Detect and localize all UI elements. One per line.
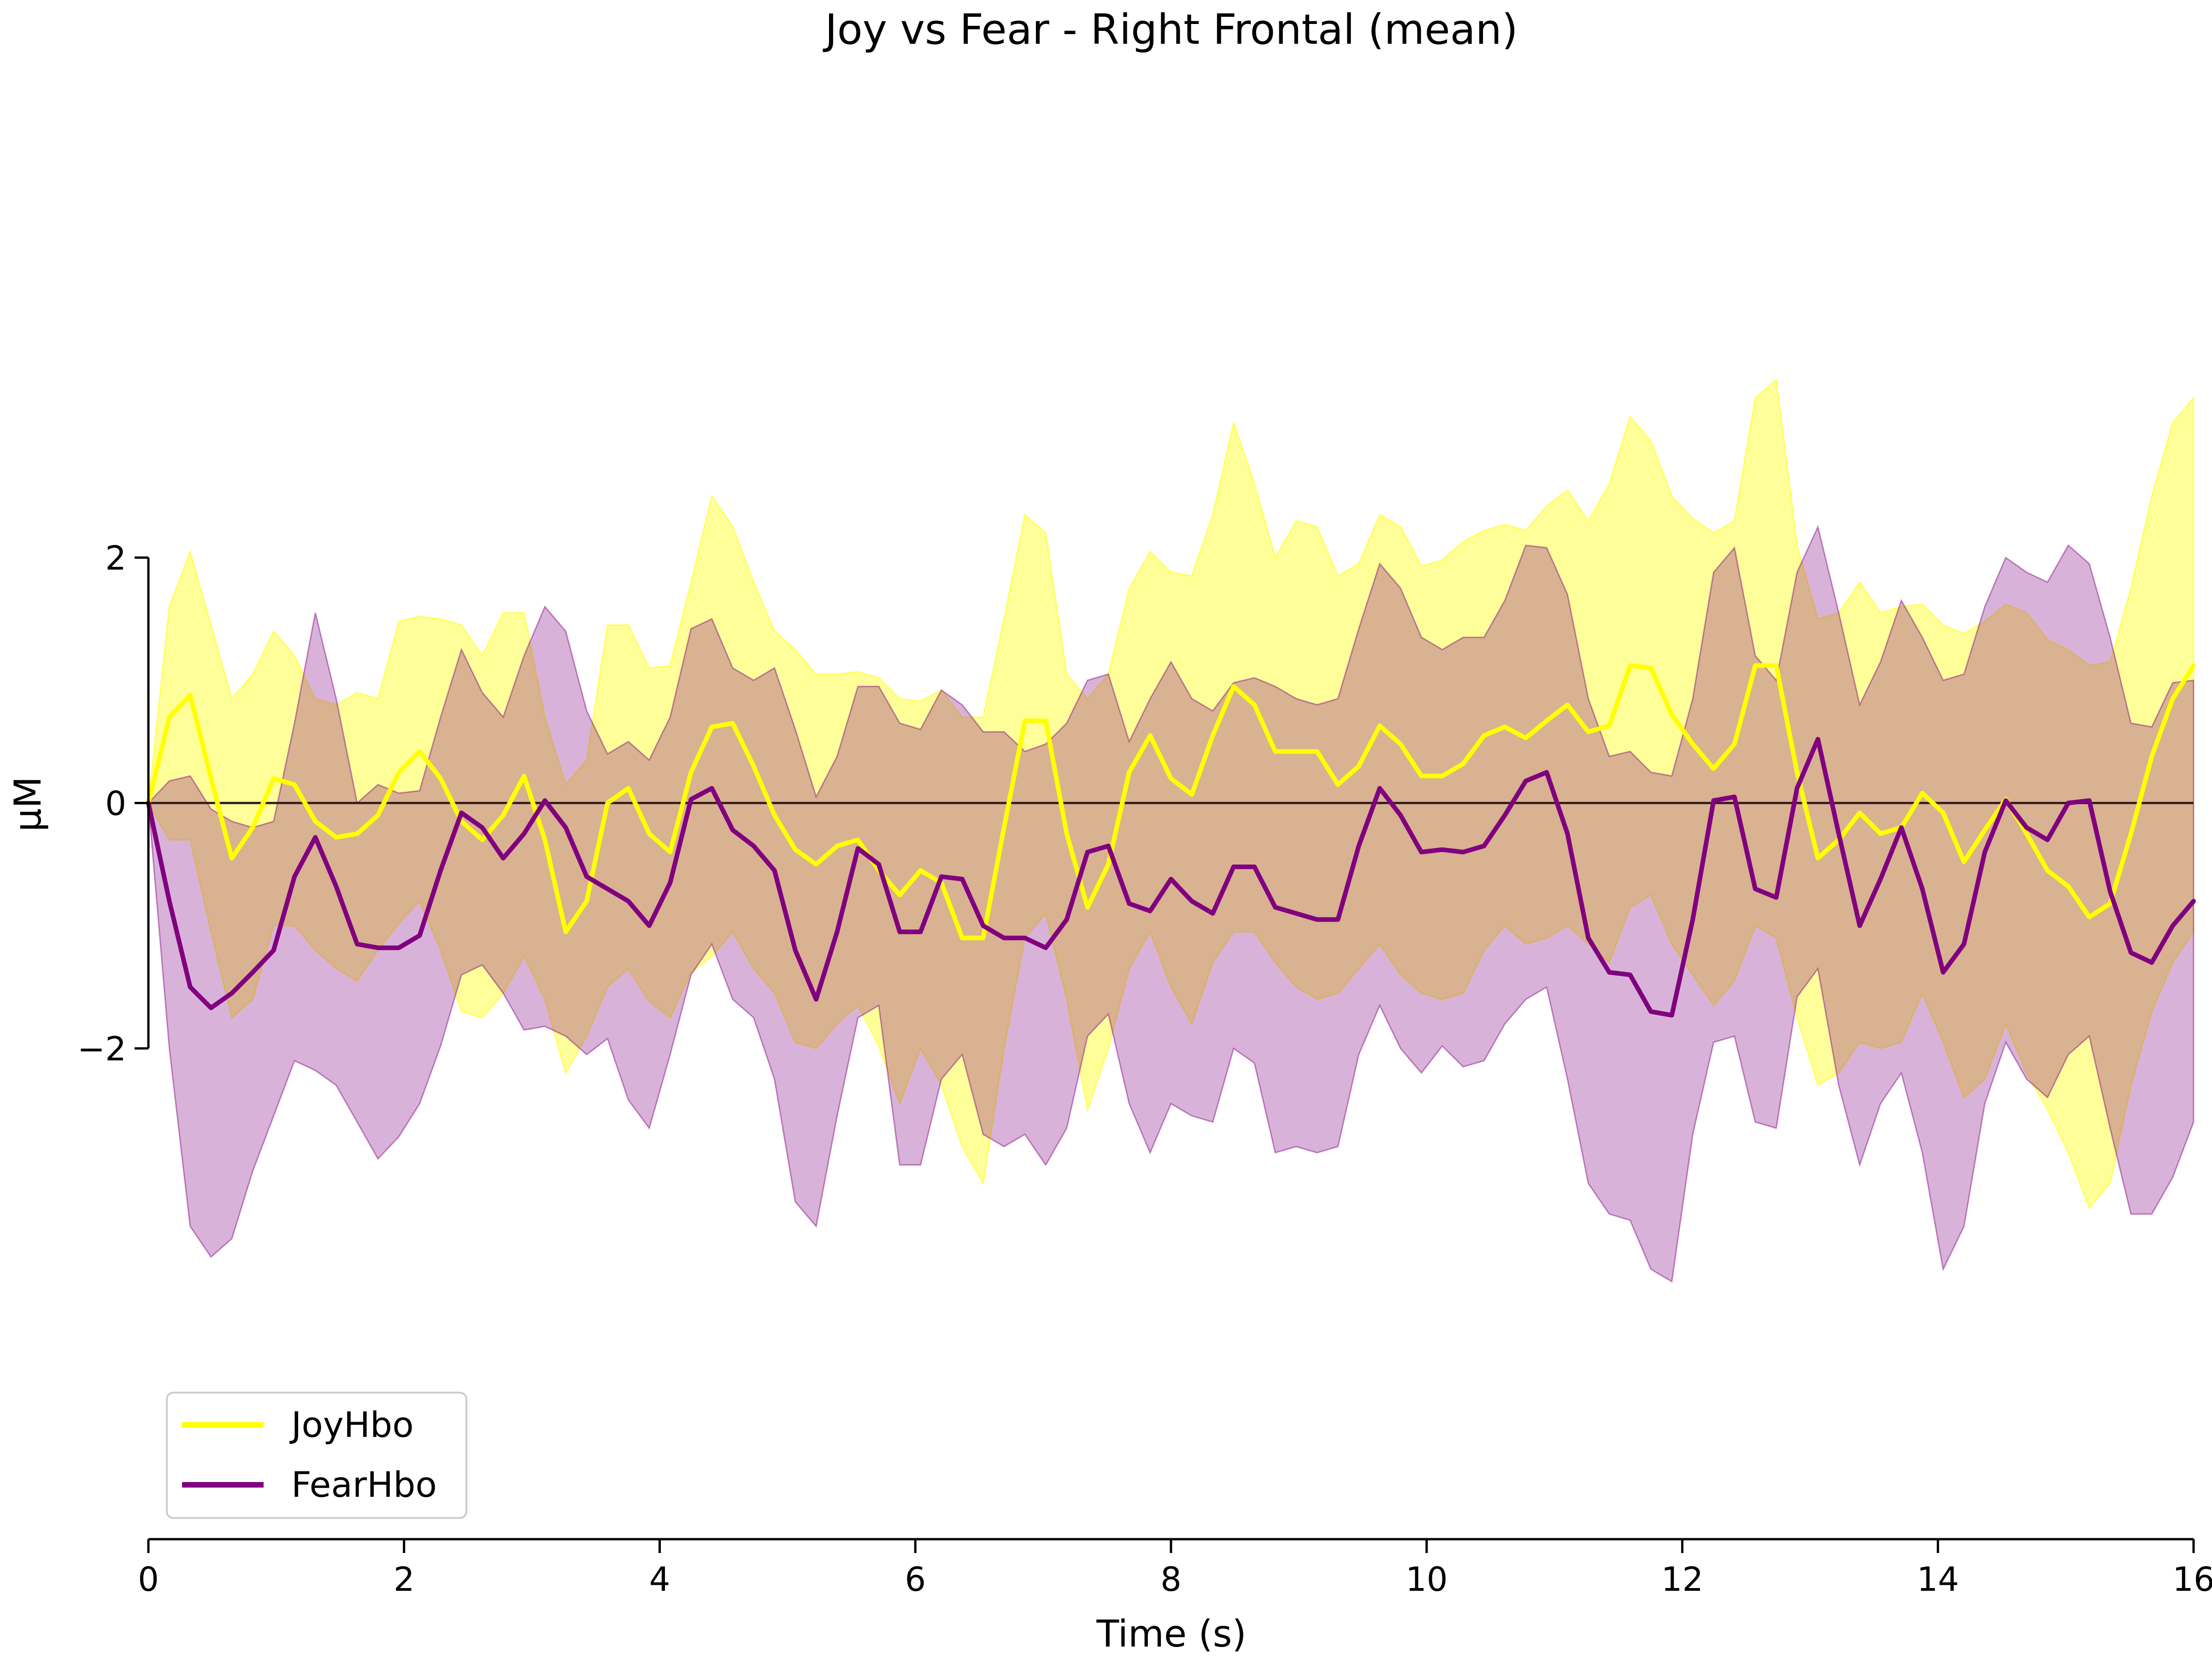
x-axis-label: Time (s) xyxy=(1096,1612,1246,1655)
y-tick-label: 2 xyxy=(105,539,126,577)
y-axis-label: µM xyxy=(6,777,49,832)
y-tick-label: 0 xyxy=(105,784,126,823)
y-tick-label: −2 xyxy=(77,1030,126,1068)
x-tick-label: 12 xyxy=(1661,1560,1704,1599)
x-tick-label: 4 xyxy=(649,1560,671,1599)
series-line-fearhbo xyxy=(146,737,2196,1018)
x-axis: 0 2 4 6 8 10 12 14 16 xyxy=(138,1538,2212,1599)
x-tick-label: 8 xyxy=(1160,1560,1182,1599)
chart-title: Joy vs Fear - Right Frontal (mean) xyxy=(823,6,1518,54)
x-tick-label: 10 xyxy=(1406,1560,1448,1599)
legend: JoyHbo FearHbo xyxy=(166,1392,467,1519)
legend-label-joyhbo: JoyHbo xyxy=(289,1404,414,1445)
series-line-joyhbo xyxy=(146,663,2196,941)
x-tick-label: 6 xyxy=(905,1560,926,1599)
x-tick-label: 2 xyxy=(394,1560,415,1599)
y-axis: −2 0 2 xyxy=(77,539,150,1068)
x-tick-label: 0 xyxy=(138,1560,159,1599)
x-tick-label: 14 xyxy=(1917,1560,1959,1599)
x-tick-label: 16 xyxy=(2172,1560,2212,1599)
series-lines xyxy=(146,663,2196,1018)
legend-label-fearhbo: FearHbo xyxy=(291,1464,437,1505)
